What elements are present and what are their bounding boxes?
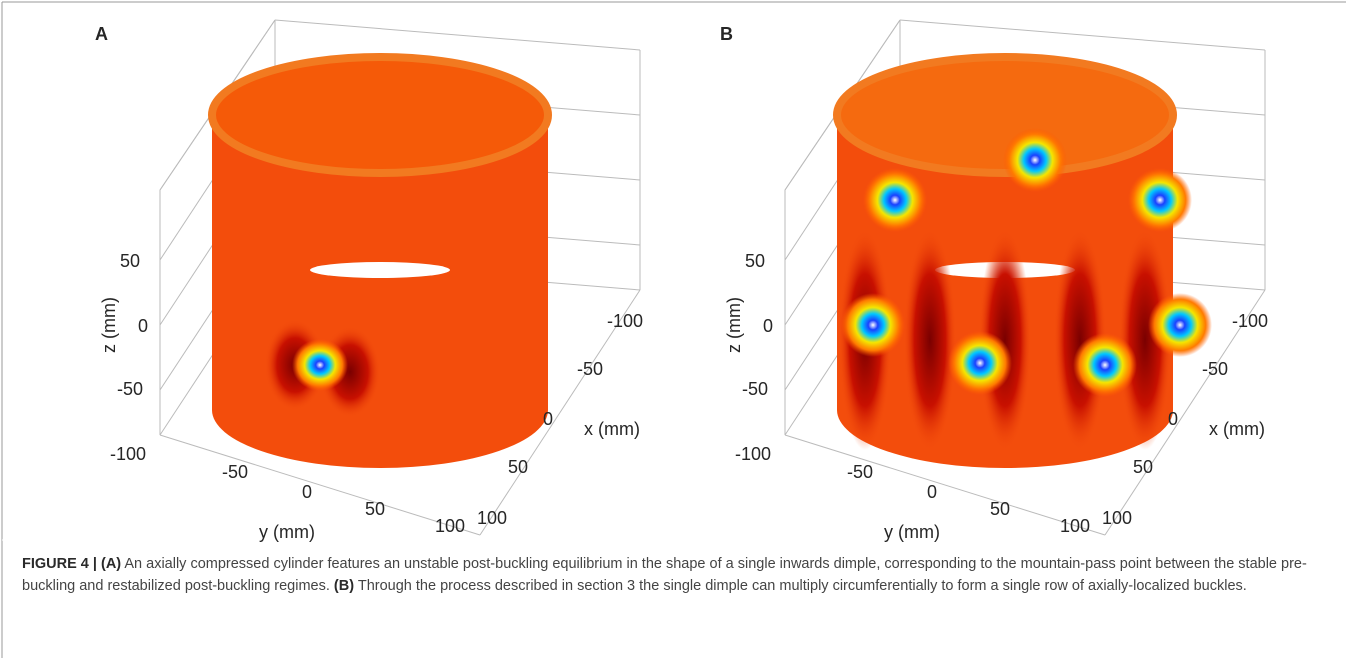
x-tick-label: -100 (607, 311, 643, 331)
dark-band (904, 230, 956, 450)
x-tick-label: -50 (1202, 359, 1228, 379)
dimple (1003, 128, 1067, 192)
panel-label: A (95, 24, 108, 44)
panel-label: B (720, 24, 733, 44)
y-axis-label: y (mm) (884, 522, 940, 542)
y-tick-label: 0 (302, 482, 312, 502)
z-tick-label: 50 (745, 251, 765, 271)
y-tick-label: -50 (847, 462, 873, 482)
y-tick-label: 100 (1060, 516, 1090, 536)
caption-text: Through the process described in section… (357, 578, 1247, 594)
caption-tag: (A) (101, 556, 122, 572)
axis-box-line (899, 19, 1266, 51)
caption-text: An axially compressed cylinder features … (22, 556, 1307, 594)
z-tick-label: 0 (138, 316, 148, 336)
z-tick-label: 0 (763, 316, 773, 336)
cylinder-rim (833, 53, 1177, 177)
figure-label: FIGURE 4 | (22, 556, 97, 572)
dimple (863, 168, 927, 232)
dark-band (1054, 230, 1106, 450)
x-tick-label: 0 (543, 409, 553, 429)
axis-box-line (479, 289, 641, 536)
y-axis-label: y (mm) (259, 522, 315, 542)
z-tick-label: 50 (120, 251, 140, 271)
x-tick-label: 50 (508, 457, 528, 477)
caption: FIGURE 4 | (A) An axially compressed cyl… (22, 553, 1322, 597)
y-tick-label: -100 (110, 444, 146, 464)
x-axis-label: x (mm) (1209, 419, 1265, 439)
y-tick-label: 0 (927, 482, 937, 502)
axis-box-line (274, 19, 641, 51)
axis-box-line (784, 434, 1106, 536)
x-tick-label: 0 (1168, 409, 1178, 429)
x-tick-label: 100 (477, 508, 507, 528)
dimple (948, 331, 1012, 395)
cylinder-hole (310, 262, 450, 278)
panel: B 50 0 -50 -100 -50 0 50 100 -100 -50 0 50 100 z (mm) y… (720, 19, 1268, 542)
z-tick-label: -50 (117, 379, 143, 399)
y-tick-label: 100 (435, 516, 465, 536)
dimple (1128, 168, 1192, 232)
panel: A 50 0 -50 -100 -50 0 50 100 -100 -50 0 50 100 z (mm) y… (95, 19, 643, 542)
y-tick-label: -100 (735, 444, 771, 464)
z-tick-label: -50 (742, 379, 768, 399)
x-tick-label: 50 (1133, 457, 1153, 477)
dimple (292, 339, 348, 391)
x-tick-label: -100 (1232, 311, 1268, 331)
cylinder-rim (208, 53, 552, 177)
dark-band (979, 230, 1031, 450)
caption-tag: (B) (333, 578, 355, 594)
dimple (841, 293, 905, 357)
x-axis-label: x (mm) (584, 419, 640, 439)
x-tick-label: -50 (577, 359, 603, 379)
dimple (1073, 333, 1137, 397)
z-axis-label: z (mm) (724, 297, 744, 353)
dark-band (1119, 230, 1171, 450)
z-axis-label: z (mm) (99, 297, 119, 353)
y-tick-label: -50 (222, 462, 248, 482)
x-tick-label: 100 (1102, 508, 1132, 528)
y-tick-label: 50 (365, 499, 385, 519)
axis-box-line (1104, 289, 1266, 536)
dimple (1148, 293, 1212, 357)
axis-box-line (159, 434, 481, 536)
y-tick-label: 50 (990, 499, 1010, 519)
